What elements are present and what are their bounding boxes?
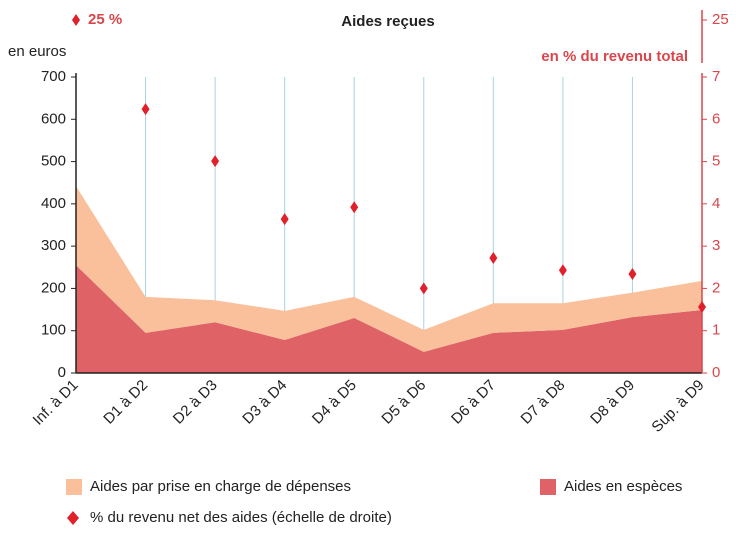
diamond-marker — [628, 268, 637, 281]
area — [76, 186, 702, 352]
diamond-marker — [489, 251, 498, 264]
diamond-marker — [280, 213, 289, 226]
diamond-marker — [211, 155, 220, 168]
x-tick-label: Sup. à D9 — [648, 377, 707, 436]
legend-swatch — [66, 479, 82, 495]
y-tick-label: 500 — [41, 153, 66, 170]
x-tick-label: D5 à D6 — [378, 377, 429, 428]
diamond-marker — [141, 103, 150, 116]
x-tick-label: D3 à D4 — [239, 377, 290, 428]
y2-axis-label: en % du revenu total — [541, 48, 688, 65]
y-tick-label: 400 — [41, 195, 66, 212]
diamond-marker — [698, 301, 706, 314]
legend-label: % du revenu net des aides (échelle de dr… — [90, 509, 392, 526]
value-label: 25 % — [88, 11, 122, 28]
y-tick-label: 0 — [58, 364, 66, 381]
legend-marker — [67, 511, 79, 525]
y2-tick-label: 7 — [712, 68, 720, 85]
x-tick-label: D7 à D8 — [518, 377, 569, 428]
y2-tick-label: 4 — [712, 195, 720, 212]
diamond-marker — [419, 282, 428, 295]
y-tick-label: 700 — [41, 68, 66, 85]
y2-tick-label: 2 — [712, 279, 720, 296]
y-tick-label: 200 — [41, 279, 66, 296]
y2-tick-label: 1 — [712, 322, 720, 339]
legend-label: Aides par prise en charge de dépenses — [90, 478, 351, 495]
x-tick-label: D6 à D7 — [448, 377, 499, 428]
x-tick-label: D4 à D5 — [309, 377, 360, 428]
chart-title: Aides reçues — [341, 13, 434, 30]
legend-label: Aides en espèces — [564, 478, 682, 495]
y2-tick-label: 25 — [712, 11, 729, 28]
diamond-marker — [350, 201, 359, 214]
x-tick-label: Inf. à D1 — [30, 377, 82, 429]
area — [76, 265, 702, 373]
legend-swatch — [540, 479, 556, 495]
y2-tick-label: 5 — [712, 153, 720, 170]
x-tick-label: D1 à D2 — [100, 377, 151, 428]
x-tick-label: D8 à D9 — [587, 377, 638, 428]
diamond-marker — [558, 264, 567, 277]
y-tick-label: 300 — [41, 237, 66, 254]
y-tick-label: 600 — [41, 110, 66, 127]
y2-tick-label: 0 — [712, 364, 720, 381]
y2-tick-label: 3 — [712, 237, 720, 254]
y-axis-label: en euros — [8, 43, 66, 60]
y-tick-label: 100 — [41, 322, 66, 339]
diamond-marker — [72, 14, 80, 26]
x-tick-label: D2 à D3 — [170, 377, 221, 428]
y2-tick-label: 6 — [712, 110, 720, 127]
